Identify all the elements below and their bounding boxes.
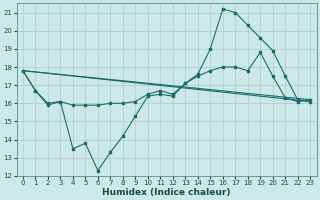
X-axis label: Humidex (Indice chaleur): Humidex (Indice chaleur) — [102, 188, 231, 197]
